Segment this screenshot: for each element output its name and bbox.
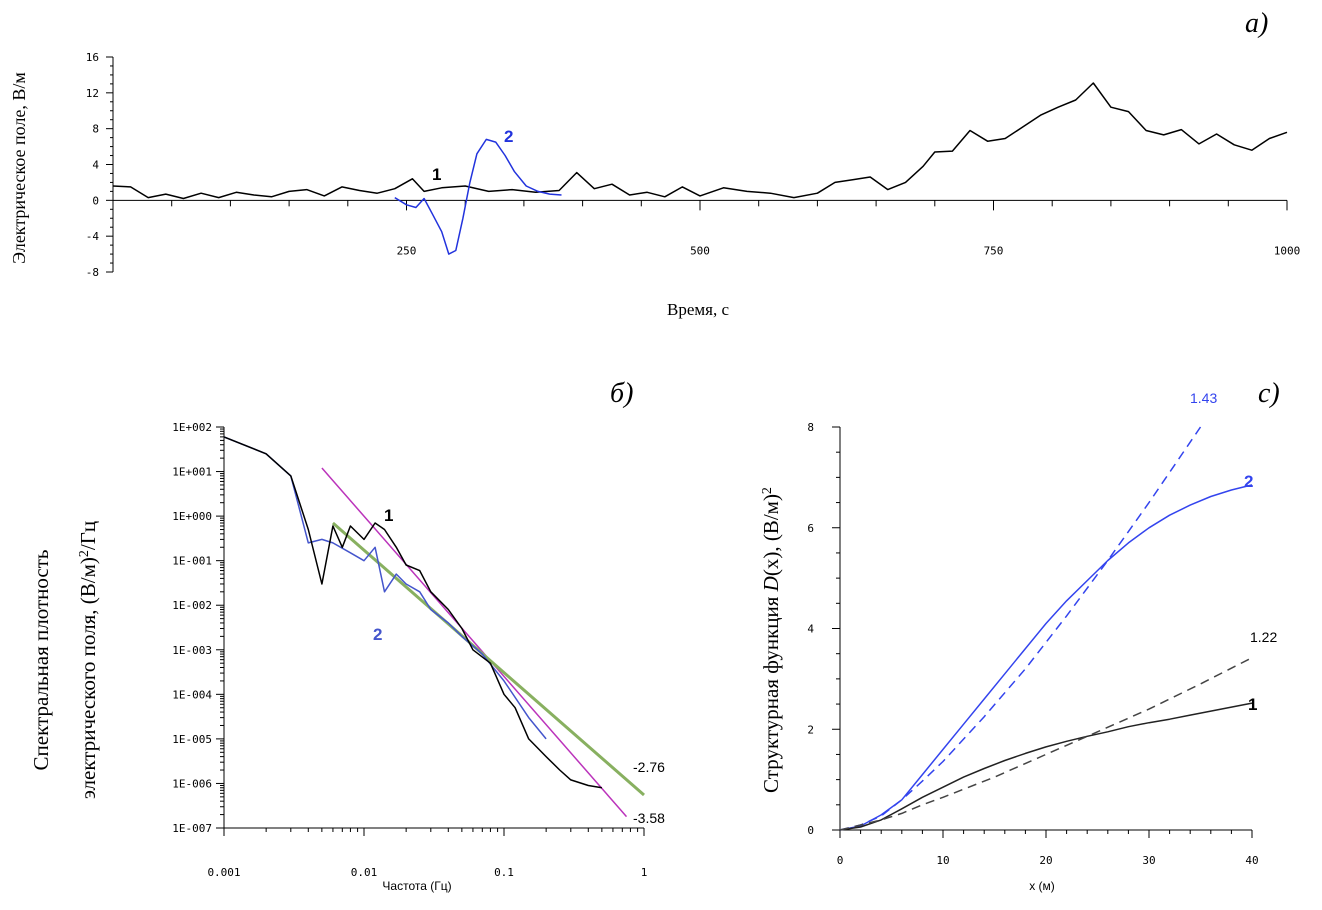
panel-a-y-tick-label: 12: [86, 87, 99, 100]
panel-b-y-tick-label: 1E-003: [172, 644, 212, 657]
panel-b-series-2-label: 2: [373, 625, 382, 644]
panel-c-slope-122-label: 1.22: [1250, 629, 1277, 645]
panel-b-x-tick-label: 1: [641, 866, 648, 879]
panel-c-series-2-line: [839, 484, 1253, 831]
panel-a-xlabel: Время, с: [667, 300, 729, 319]
panel-c-y-tick-label: 6: [807, 522, 814, 535]
panel-a-series-1-line: [112, 82, 1288, 200]
panel-c-label: с): [1258, 378, 1280, 409]
panel-c-y-tick-label: 4: [807, 623, 814, 636]
panel-b-ylabel-line2: электрического поля, (В/м)2/Гц: [76, 521, 100, 799]
panel-a-time-series: а) Время, с Электрическое поле, В/м 1612…: [9, 8, 1300, 319]
panel-b-y-tick-label: 1E+001: [172, 466, 212, 479]
panel-c-series-1.22-line: [839, 657, 1253, 831]
panel-b-y-tick-label: 1E-002: [172, 599, 212, 612]
panel-c-y-tick-label: 0: [807, 824, 814, 837]
panel-b-x-tick-label: 0.01: [351, 866, 378, 879]
panel-c-series-2-label: 2: [1244, 472, 1253, 491]
panel-c-x-tick-label: 20: [1039, 854, 1052, 867]
panel-a-series-2-line: [394, 138, 562, 255]
panel-c-y-tick-label: 2: [807, 723, 814, 736]
panel-b-x-tick-label: 0.1: [494, 866, 514, 879]
panel-a-ylabel: Электрическое поле, В/м: [9, 72, 29, 264]
panel-c-x-tick-label: 10: [936, 854, 949, 867]
panel-c-xlabel: x (м): [1029, 879, 1055, 893]
panel-b-series--3.58-line: [321, 467, 628, 818]
panel-a-y-tick-label: -8: [86, 266, 99, 279]
panel-a-series-2-label: 2: [504, 127, 513, 146]
panel-b-series-2-line: [223, 436, 547, 740]
panel-b-xlabel: Частота (Гц): [382, 879, 451, 893]
panel-b-y-tick-label: 1E-001: [172, 555, 212, 568]
panel-b-slope-358-label: -3.58: [633, 810, 665, 826]
panel-a-y-tick-label: 4: [92, 159, 99, 172]
panel-b-spectrum: б) Частота (Гц) Спектральная плотность э…: [29, 378, 665, 893]
panel-b-y-tick-label: 1E-007: [172, 822, 212, 835]
panel-b-ylabel-line1: Спектральная плотность: [29, 550, 53, 771]
panel-b-label: б): [610, 378, 633, 409]
panel-b-slope-276-label: -2.76: [633, 759, 665, 775]
panel-b-y-tick-label: 1E-005: [172, 733, 212, 746]
panel-c-x-tick-label: 0: [837, 854, 844, 867]
panel-a-y-tick-label: -4: [86, 230, 100, 243]
panel-a-series-1-label: 1: [432, 165, 441, 184]
panel-a-y-tick-label: 8: [92, 123, 99, 136]
panel-a-x-tick-label: 250: [397, 244, 417, 257]
panel-c-series-1-line: [839, 702, 1253, 831]
panel-c-y-tick-label: 8: [807, 421, 814, 434]
panel-c-x-tick-label: 30: [1142, 854, 1155, 867]
panel-c-structure-function: с) x (м) Структурная функция D(x), (В/м)…: [759, 378, 1280, 893]
panel-a-x-tick-label: 750: [984, 244, 1004, 257]
panel-b-series--2.76-line: [331, 521, 645, 797]
panel-b-series-1-label: 1: [384, 506, 393, 525]
panel-c-series-1-label: 1: [1248, 695, 1257, 714]
panel-c-series-1.43-line: [839, 426, 1202, 831]
panel-b-x-tick-label: 0.001: [207, 866, 240, 879]
panel-b-y-tick-label: 1E-006: [172, 777, 212, 790]
panel-b-y-tick-label: 1E-004: [172, 688, 212, 701]
panel-a-x-tick-label: 1000: [1274, 244, 1301, 257]
panel-c-x-tick-label: 40: [1245, 854, 1258, 867]
panel-a-x-tick-label: 500: [690, 244, 710, 257]
panel-b-y-tick-label: 1E+002: [172, 421, 212, 434]
panel-c-ylabel: Структурная функция D(x), (В/м)2: [759, 487, 783, 793]
panel-c-slope-143-label: 1.43: [1190, 390, 1217, 406]
panel-a-y-tick-label: 0: [92, 194, 99, 207]
panel-a-y-tick-label: 16: [86, 51, 99, 64]
panel-b-y-tick-label: 1E+000: [172, 510, 212, 523]
panel-a-label: а): [1245, 8, 1268, 39]
panel-b-series-1-line: [223, 436, 603, 789]
